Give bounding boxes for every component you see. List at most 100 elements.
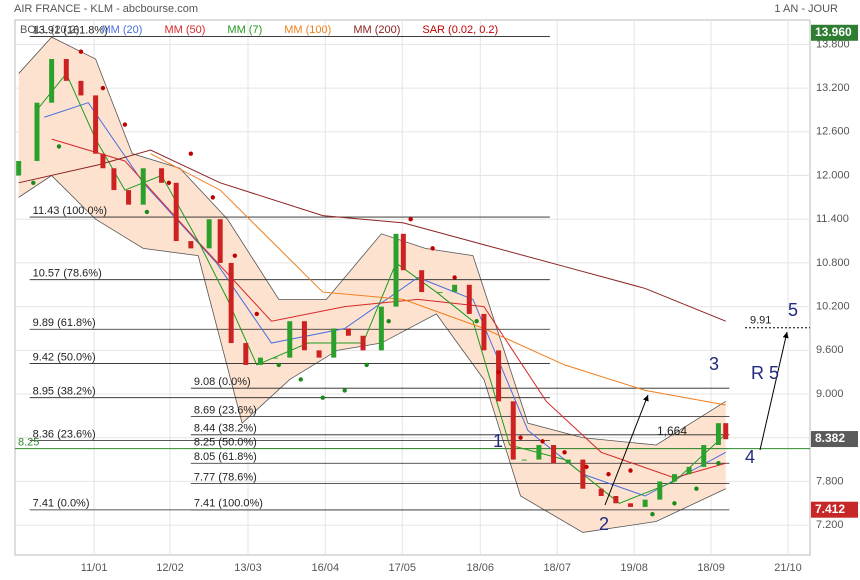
candle (521, 459, 527, 461)
sar-dot (31, 180, 36, 186)
fib-label: 8.05 (61.8%) (194, 451, 257, 463)
y-tick-label: 13.800 (816, 38, 850, 50)
y-tick-label: 9.600 (816, 344, 844, 356)
fib-label: 9.08 (0.0%) (194, 376, 251, 388)
sar-dot (694, 486, 699, 491)
sar-dot (716, 461, 721, 466)
candle (345, 328, 351, 336)
arrow (759, 331, 789, 451)
legend-entry: MM (50) (164, 24, 205, 36)
ma-line (150, 153, 726, 406)
x-tick-label: 17/05 (388, 562, 416, 574)
sar-dot (276, 362, 281, 368)
candle (16, 160, 22, 176)
candle (360, 335, 366, 351)
wave-label: R 5 (751, 363, 779, 383)
candle (481, 313, 487, 351)
sar-dot (584, 464, 589, 470)
sar-dot (320, 395, 325, 400)
y-tick-label: 7.800 (816, 475, 844, 487)
candle (173, 182, 179, 242)
candle (400, 233, 406, 271)
candle (316, 350, 322, 358)
legend-entry: BOLL (20,2) (20, 24, 80, 36)
bollinger-fill (18, 37, 726, 533)
price-tag (811, 431, 858, 448)
price-tag (811, 24, 858, 41)
candle (466, 284, 472, 314)
candle (287, 321, 293, 358)
x-tick-label: 11/01 (81, 562, 108, 574)
x-tick-label: 12/02 (156, 562, 184, 574)
candle (272, 357, 278, 359)
fib-label: 10.57 (78.6%) (33, 268, 102, 280)
candle (419, 270, 425, 293)
sar-dot (56, 144, 62, 149)
candle (565, 459, 571, 464)
candle (111, 168, 117, 191)
fib-label: 8.36 (23.6%) (33, 429, 96, 441)
fib-label: 7.77 (78.6%) (194, 472, 257, 484)
legend-entry: MM (7) (227, 24, 262, 36)
candle (642, 499, 648, 507)
y-tick-label: 12.000 (816, 169, 850, 181)
sar-dot (606, 471, 611, 477)
sar-dot (188, 151, 194, 156)
sar-dot (650, 512, 655, 517)
arrow (604, 394, 649, 506)
fib-label: 13.91 (161.8%) (33, 24, 108, 36)
legend-entry: MM (200) (353, 24, 400, 36)
x-tick-label: 13/03 (234, 562, 262, 574)
sar-dot (408, 217, 413, 222)
plot-area (15, 20, 810, 555)
price-tag-label: 7.412 (815, 502, 845, 516)
candle (701, 445, 707, 467)
candle (393, 233, 399, 307)
candle (536, 445, 542, 460)
sar-dot (144, 209, 150, 215)
x-tick-label: 19/08 (620, 562, 648, 574)
candle (34, 102, 40, 161)
x-tick-label: 18/07 (543, 562, 571, 574)
fib-label: 11.43 (100.0%) (33, 205, 107, 217)
sar-dot (452, 275, 457, 280)
sar-dot (496, 369, 501, 375)
candle (452, 284, 458, 293)
sar-dot (254, 311, 259, 317)
fib-label: 7.41 (100.0%) (194, 498, 263, 510)
wave-label: 2 (599, 514, 609, 534)
sar-dot (364, 362, 369, 368)
sar-dot (342, 388, 347, 393)
wave-label: 5 (788, 300, 798, 320)
candle (257, 357, 263, 365)
sar-dot (232, 253, 238, 258)
price-tag-label: 13.960 (815, 25, 852, 39)
ma-line (18, 149, 726, 322)
x-tick-label: 16/04 (312, 562, 340, 574)
candle (228, 262, 234, 344)
sar-dot (210, 195, 216, 200)
x-tick-label: 18/09 (697, 562, 725, 574)
bollinger-upper (18, 36, 726, 446)
candle (715, 423, 721, 446)
price-tag-label: 8.382 (815, 431, 845, 445)
sar-dot (562, 450, 567, 455)
chart-title: AIR FRANCE - KLM - abcbourse.com (14, 3, 198, 15)
candle (100, 153, 106, 169)
wave-label: 3 (709, 354, 719, 374)
candle (331, 328, 337, 358)
sar-dot (166, 180, 172, 186)
candle (510, 401, 516, 460)
y-tick-label: 9.000 (816, 388, 844, 400)
fib-label: 7.41 (0.0%) (33, 498, 90, 510)
wave-label: 4 (745, 447, 755, 467)
candle (140, 168, 146, 205)
wave-label: 1 (493, 431, 503, 451)
bollinger-lower (18, 175, 726, 533)
fib-label: 9.42 (50.0%) (33, 351, 96, 363)
candle (671, 474, 677, 482)
x-tick-label: 18/06 (467, 562, 495, 574)
fib-label: 9.89 (61.8%) (33, 317, 96, 329)
x-tick-label: 21/10 (774, 562, 802, 574)
